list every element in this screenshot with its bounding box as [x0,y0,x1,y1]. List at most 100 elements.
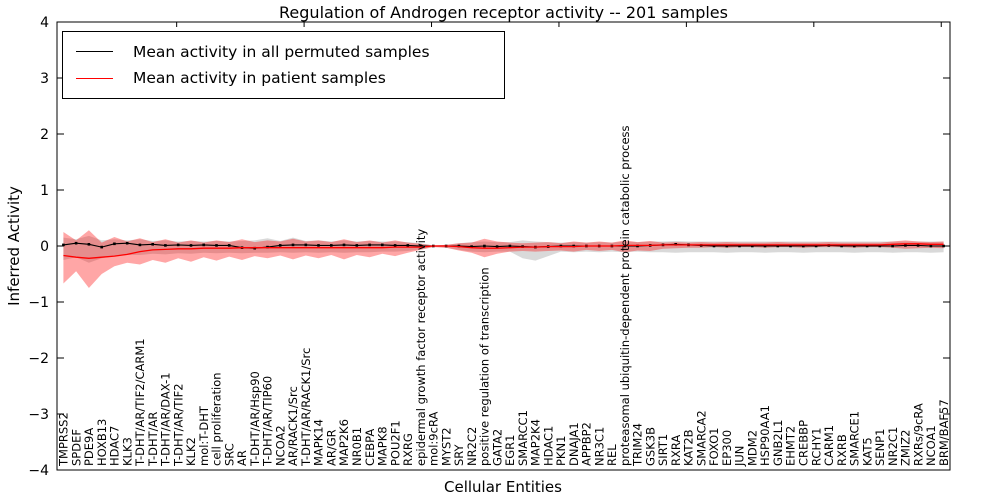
x-tick-label: T-DHT/AR/DAX-1 [159,372,173,467]
y-tick-label: −1 [28,295,49,311]
x-tick-label: RXRG [401,433,415,466]
x-tick-label: POU2F1 [388,420,402,466]
series-marker-permuted [763,244,767,248]
x-tick-label: SMARCE1 [848,411,862,466]
series-marker-permuted [355,244,359,247]
confidence-band-permuted [63,235,944,263]
x-tick-label: mol:9cRA [427,412,441,466]
series-marker-permuted [215,244,218,247]
x-tick-label: GSK3B [643,427,657,466]
x-tick-label: SRC [222,443,236,466]
series-marker-permuted [776,244,780,248]
series-marker-permuted [393,244,397,247]
series-marker-permuted [227,244,231,247]
series-marker-permuted [291,243,295,247]
x-tick-label: NCOA1 [924,425,938,466]
legend-line-patient [76,77,113,79]
series-marker-permuted [317,244,320,247]
x-tick-label: DNAJA1 [567,422,581,466]
x-tick-label: T-DHT/AR/TIF2 [171,383,185,467]
series-marker-permuted [113,242,116,246]
x-tick-label: KAT2B [682,429,696,466]
series-marker-permuted [419,244,422,248]
x-tick-label: GNB2L1 [771,420,785,466]
x-tick-label: RCHY1 [809,428,823,466]
series-marker-permuted [891,244,894,248]
confidence-band-patient [63,230,944,288]
x-tick-label: HOXB13 [95,419,109,466]
x-tick-label: GATA2 [490,429,504,466]
chart-title: Regulation of Androgen receptor activity… [279,3,728,22]
x-tick-label: JUN [733,446,747,467]
series-marker-permuted [840,244,843,248]
x-tick-label: T-DHT/AR/RACK1/Src [299,348,313,467]
x-tick-label: KLK3 [120,437,134,466]
x-tick-label: MAP2K4 [529,419,543,466]
series-marker-permuted [278,244,282,247]
legend: Mean activity in all permuted samples Me… [62,31,505,99]
y-tick-label: 4 [40,15,49,31]
x-tick-label: cell proliferation [210,372,224,466]
x-tick-label: KAT5 [860,437,874,466]
series-marker-permuted [74,241,78,245]
x-tick-label: positive regulation of transcription [478,267,492,466]
x-tick-label: T-DHT/AR [146,412,160,467]
x-tick-label: T-DHT/AR/TIF2/CARM1 [133,338,147,467]
x-tick-label: RXRs/9cRA [911,403,925,466]
x-tick-label: SMARCA2 [694,410,708,466]
x-tick-label: SIRT1 [656,434,670,466]
x-tick-label: EP300 [720,430,734,466]
x-tick-label: SMARCC1 [516,410,530,466]
y-tick-label: 2 [40,127,49,143]
series-marker-permuted [381,243,384,247]
x-tick-label: MAPK14 [312,419,326,466]
x-tick-label: CEBPA [363,429,377,466]
x-tick-label: MAPK8 [376,426,390,466]
x-tick-label: PDE9A [82,428,96,466]
x-tick-label: proteasomal ubiquitin-dependent protein … [618,125,632,466]
x-tick-label: epidermal growth factor receptor activit… [414,229,428,466]
x-tick-label: RXRB [835,434,849,466]
x-tick-label: AR/GR [325,429,339,466]
x-tick-label: HDAC7 [108,426,122,466]
series-marker-permuted [495,245,499,248]
x-tick-label: NR2C1 [886,427,900,466]
x-tick-label: T-DHT/AR/TIP60 [261,376,275,467]
series-marker-permuted [304,243,308,247]
y-axis-label: Inferred Activity [5,186,23,306]
series-marker-permuted [916,244,920,247]
x-tick-label: APPBP2 [580,422,594,466]
series-marker-permuted [789,244,792,248]
x-tick-label: EGR1 [503,435,517,467]
series-marker-permuted [100,245,103,249]
x-tick-label: T-DHT/AR/Hsp90 [248,371,262,467]
series-marker-permuted [189,244,193,247]
series-marker-permuted [814,244,818,248]
legend-label-permuted: Mean activity in all permuted samples [133,42,430,61]
series-marker-permuted [176,243,180,247]
legend-line-permuted [76,51,113,53]
y-tick-label: 1 [40,183,49,199]
x-tick-label: CREBBP [797,420,811,466]
x-tick-label: KLK2 [184,437,198,466]
series-marker-permuted [87,243,91,246]
x-tick-label: mol:T-DHT [197,405,211,466]
series-marker-permuted [138,243,142,247]
series-marker-permuted [125,241,129,245]
x-tick-label: REL [605,444,619,466]
series-marker-permuted [470,245,473,248]
y-tick-label: −2 [28,351,49,367]
x-tick-label: NR2C2 [465,427,479,466]
x-tick-label: NR0B1 [350,427,364,466]
x-tick-label: SENP1 [873,429,887,466]
x-tick-label: TMPRSS2 [57,412,71,467]
x-tick-label: NR3C1 [592,427,606,466]
x-tick-label: ZMIZ2 [899,430,913,466]
legend-entry: Mean activity in patient samples [63,69,504,87]
series-marker-permuted [738,244,741,248]
series-marker-permuted [878,244,882,248]
x-tick-label: SRY [452,443,466,466]
series-marker-permuted [802,244,805,248]
y-tick-label: −4 [28,463,49,479]
